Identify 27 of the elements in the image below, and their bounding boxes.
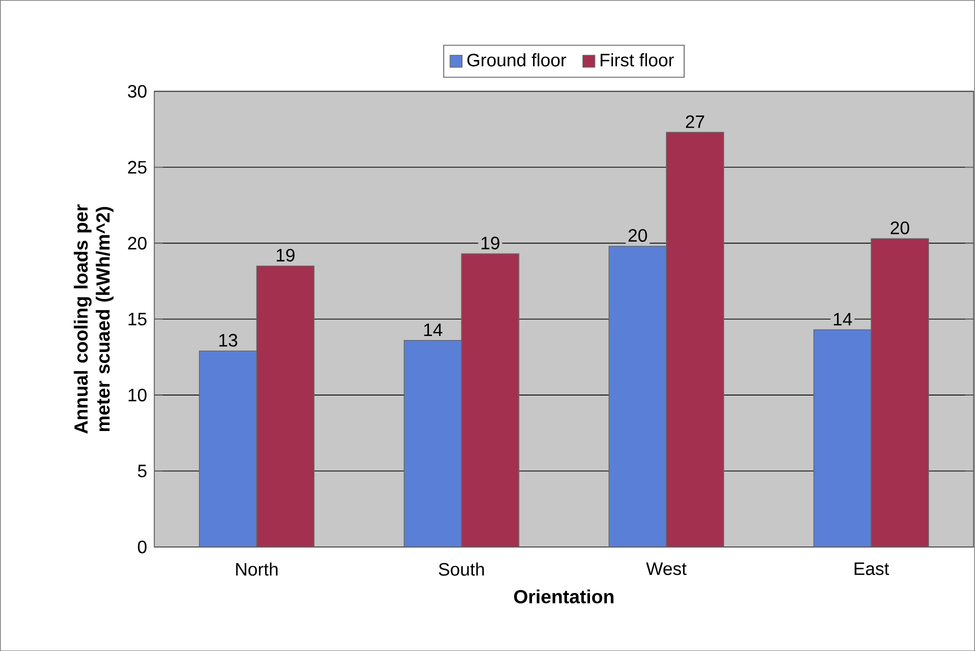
y-tick-label: 20 — [128, 236, 147, 250]
data-label: 14 — [424, 323, 442, 336]
bar — [461, 253, 520, 547]
bar — [666, 132, 724, 547]
bar — [870, 238, 929, 547]
y-tick-label: 5 — [138, 464, 146, 478]
x-tick-label: South — [438, 562, 484, 576]
y-tick-label: 10 — [128, 388, 147, 402]
y-tick-label: 25 — [128, 160, 146, 174]
data-label: 19 — [482, 236, 500, 250]
y-tick-label: 0 — [138, 540, 147, 554]
data-label: 14 — [834, 312, 852, 326]
legend-label: First floor — [600, 53, 674, 66]
bar — [256, 265, 314, 547]
data-label: 20 — [890, 221, 910, 234]
y-tick-label: 30 — [128, 84, 147, 98]
data-label: 13 — [219, 334, 238, 347]
y-tick-label: 15 — [128, 312, 146, 326]
data-label: 19 — [276, 248, 295, 262]
data-label: 27 — [686, 115, 704, 128]
x-tick-label: West — [646, 562, 687, 575]
x-tick-label: North — [236, 562, 278, 576]
data-label: 20 — [628, 228, 647, 242]
legend-label: Ground floor — [467, 53, 566, 66]
y-axis-title: Annual cooling loads per meter scuaed (kWh/m^2) — [74, 204, 114, 434]
x-tick-label: East — [854, 562, 890, 575]
x-axis-title: Orientation — [514, 589, 614, 604]
